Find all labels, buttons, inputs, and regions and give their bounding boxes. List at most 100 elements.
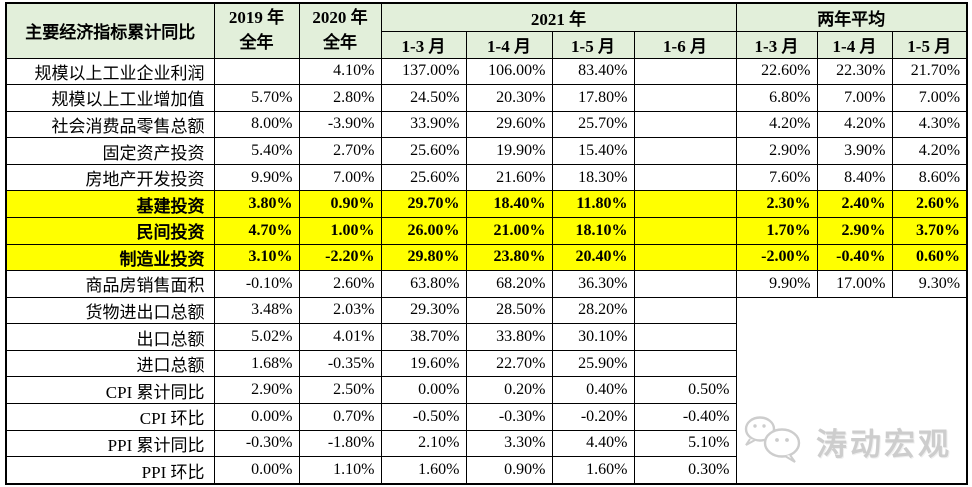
cell: 25.60% (380, 163, 467, 192)
cell: 22.70% (465, 349, 553, 378)
cell: 1.60% (551, 456, 635, 485)
cell: 5.40% (213, 137, 300, 165)
cell: 24.50% (380, 84, 467, 112)
cell: 0.30% (633, 456, 737, 485)
cell: 36.30% (551, 270, 635, 298)
indicator-table: 主要经济指标累计同比 2019 年 全年 2020 年 全年 2021 年 两年… (5, 2, 969, 485)
cell: 2.90% (816, 216, 893, 245)
table-header: 主要经济指标累计同比 2019 年 全年 2020 年 全年 2021 年 两年… (5, 2, 968, 59)
cell: 1.60% (380, 456, 467, 485)
cell: 21.00% (465, 216, 553, 245)
cell: 1.10% (298, 456, 382, 485)
table-row: 基建投资 3.80% 0.90% 29.70% 18.40% 11.80% 2.30% 2.4… (5, 190, 968, 218)
row-label: 货物进出口总额 (5, 296, 215, 325)
cell: 4.70% (213, 216, 300, 245)
cell (633, 84, 737, 112)
cell: 18.10% (551, 216, 635, 245)
table-row: 民间投资 4.70% 1.00% 26.00% 21.00% 18.10% 1.70% 2.9… (5, 216, 968, 245)
cell: 0.40% (551, 376, 635, 405)
cell: 15.40% (551, 137, 635, 165)
cell: 0.90% (465, 456, 553, 485)
cell: 29.80% (380, 243, 467, 272)
cell: 8.00% (213, 110, 300, 139)
cell: 3.90% (816, 137, 893, 165)
row-label: 房地产开发投资 (5, 163, 215, 192)
row-label: PPI 环比 (5, 456, 215, 485)
cell: 17.00% (816, 270, 893, 298)
cell: 9.90% (735, 270, 818, 298)
cell: 22.30% (816, 57, 893, 86)
table-row: 货物进出口总额 3.48% 2.03% 29.30% 28.50% 28.20% (5, 296, 968, 485)
cell: 2.80% (298, 84, 382, 112)
cell: 83.40% (551, 57, 635, 86)
cell: 2.60% (891, 190, 968, 218)
cell: 106.00% (465, 57, 553, 86)
cell: 33.90% (380, 110, 467, 139)
cell: 5.02% (213, 323, 300, 351)
cell: 33.80% (465, 323, 553, 351)
col-header-2021-m16: 1-6 月 (633, 30, 737, 59)
cell: 20.40% (551, 243, 635, 272)
cell: 8.40% (816, 163, 893, 192)
cell: -0.10% (213, 270, 300, 298)
table-body: 规模以上工业企业利润 4.10% 137.00% 106.00% 83.40% 22.60… (5, 57, 968, 485)
cell (633, 137, 737, 165)
col-header-2021-m15: 1-5 月 (551, 30, 635, 59)
col-group-two-year-avg: 两年平均 (735, 2, 968, 32)
cell: -0.30% (465, 403, 553, 431)
cell: 7.00% (298, 163, 382, 192)
cell: 9.30% (891, 270, 968, 298)
cell: 19.90% (465, 137, 553, 165)
cell: 29.30% (380, 296, 467, 325)
cell: 0.70% (298, 403, 382, 431)
cell: 0.00% (213, 403, 300, 431)
header-row-months: 1-3 月 1-4 月 1-5 月 1-6 月 1-3 月 1-4 月 1-5 … (6, 30, 968, 59)
cell: 2.10% (380, 429, 467, 458)
cell: 1.68% (213, 349, 300, 378)
cell: -2.20% (298, 243, 382, 272)
row-label: CPI 累计同比 (5, 376, 215, 405)
cell (633, 296, 737, 325)
cell: 0.00% (213, 456, 300, 485)
cell: 1.00% (298, 216, 382, 245)
cell: 2.90% (735, 137, 818, 165)
table-row: 房地产开发投资 9.90% 7.00% 25.60% 21.60% 18.30% 7.60%… (5, 163, 968, 192)
table-row: PPI 环比 0.00% 1.10% 1.60% 0.90% 1.60% 0.30% (5, 456, 967, 485)
col-header-avg-m13: 1-3 月 (735, 30, 818, 59)
table-row: 固定资产投资 5.40% 2.70% 25.60% 19.90% 15.40% 2.90% 3… (5, 137, 968, 165)
cell: 0.20% (465, 376, 553, 405)
col-header-avg-m14: 1-4 月 (816, 30, 893, 59)
cell: 4.20% (891, 137, 968, 165)
cell (633, 110, 737, 139)
table-row: CPI 累计同比 2.90% 2.50% 0.00% 0.20% 0.40% 0.50% (5, 376, 967, 405)
cell: -0.50% (380, 403, 467, 431)
cell: 18.40% (465, 190, 553, 218)
cell: 0.90% (298, 190, 382, 218)
cell: 2.30% (735, 190, 818, 218)
cell: 4.40% (551, 429, 635, 458)
cell: 2.40% (816, 190, 893, 218)
header-row-groups: 主要经济指标累计同比 2019 年 全年 2020 年 全年 2021 年 两年… (5, 2, 968, 59)
row-label: 社会消费品零售总额 (5, 110, 215, 139)
cell: 25.70% (551, 110, 635, 139)
cell: 0.00% (380, 376, 467, 405)
col-header-2021-m14: 1-4 月 (465, 30, 553, 59)
cell (213, 57, 300, 86)
col-header-2020-year: 2020 年 (312, 8, 368, 28)
cell: 4.20% (735, 110, 818, 139)
cell: 29.60% (465, 110, 553, 139)
table-row: 出口总额 5.02% 4.01% 38.70% 33.80% 30.10% (5, 323, 967, 351)
cell: 1.70% (735, 216, 818, 245)
table-row: PPI 累计同比 -0.30% -1.80% 2.10% 3.30% 4.40% 5.10% (5, 429, 967, 458)
cell: 5.10% (633, 429, 737, 458)
cell (633, 323, 737, 351)
cell: -2.00% (735, 243, 818, 272)
cell: 21.60% (465, 163, 553, 192)
cell: 2.50% (298, 376, 382, 405)
cell: 28.50% (465, 296, 553, 325)
cell: 26.00% (380, 216, 467, 245)
cell: -3.90% (298, 110, 382, 139)
merged-empty-region (735, 296, 968, 485)
table-title-cell: 主要经济指标累计同比 (5, 2, 215, 59)
row-label: PPI 累计同比 (5, 429, 215, 458)
